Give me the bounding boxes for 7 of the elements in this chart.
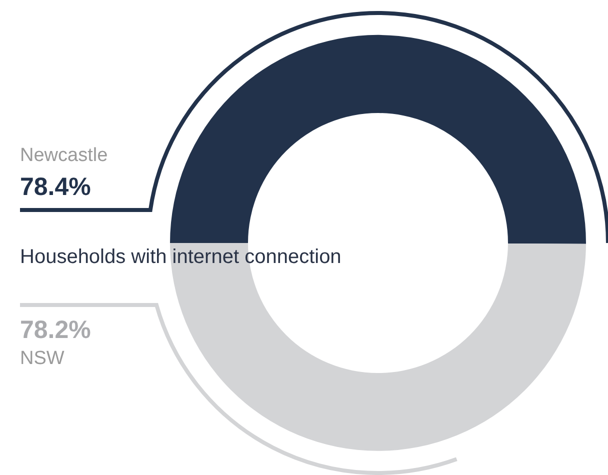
slice-label: Newcastle <box>20 145 108 166</box>
donut-slice <box>170 243 586 451</box>
donut-slice <box>170 35 586 244</box>
data-label: 78.2% <box>20 316 91 344</box>
data-label: 78.4% <box>20 173 91 201</box>
slice-label: NSW <box>20 348 64 369</box>
text: Households with internet connection <box>20 246 342 268</box>
